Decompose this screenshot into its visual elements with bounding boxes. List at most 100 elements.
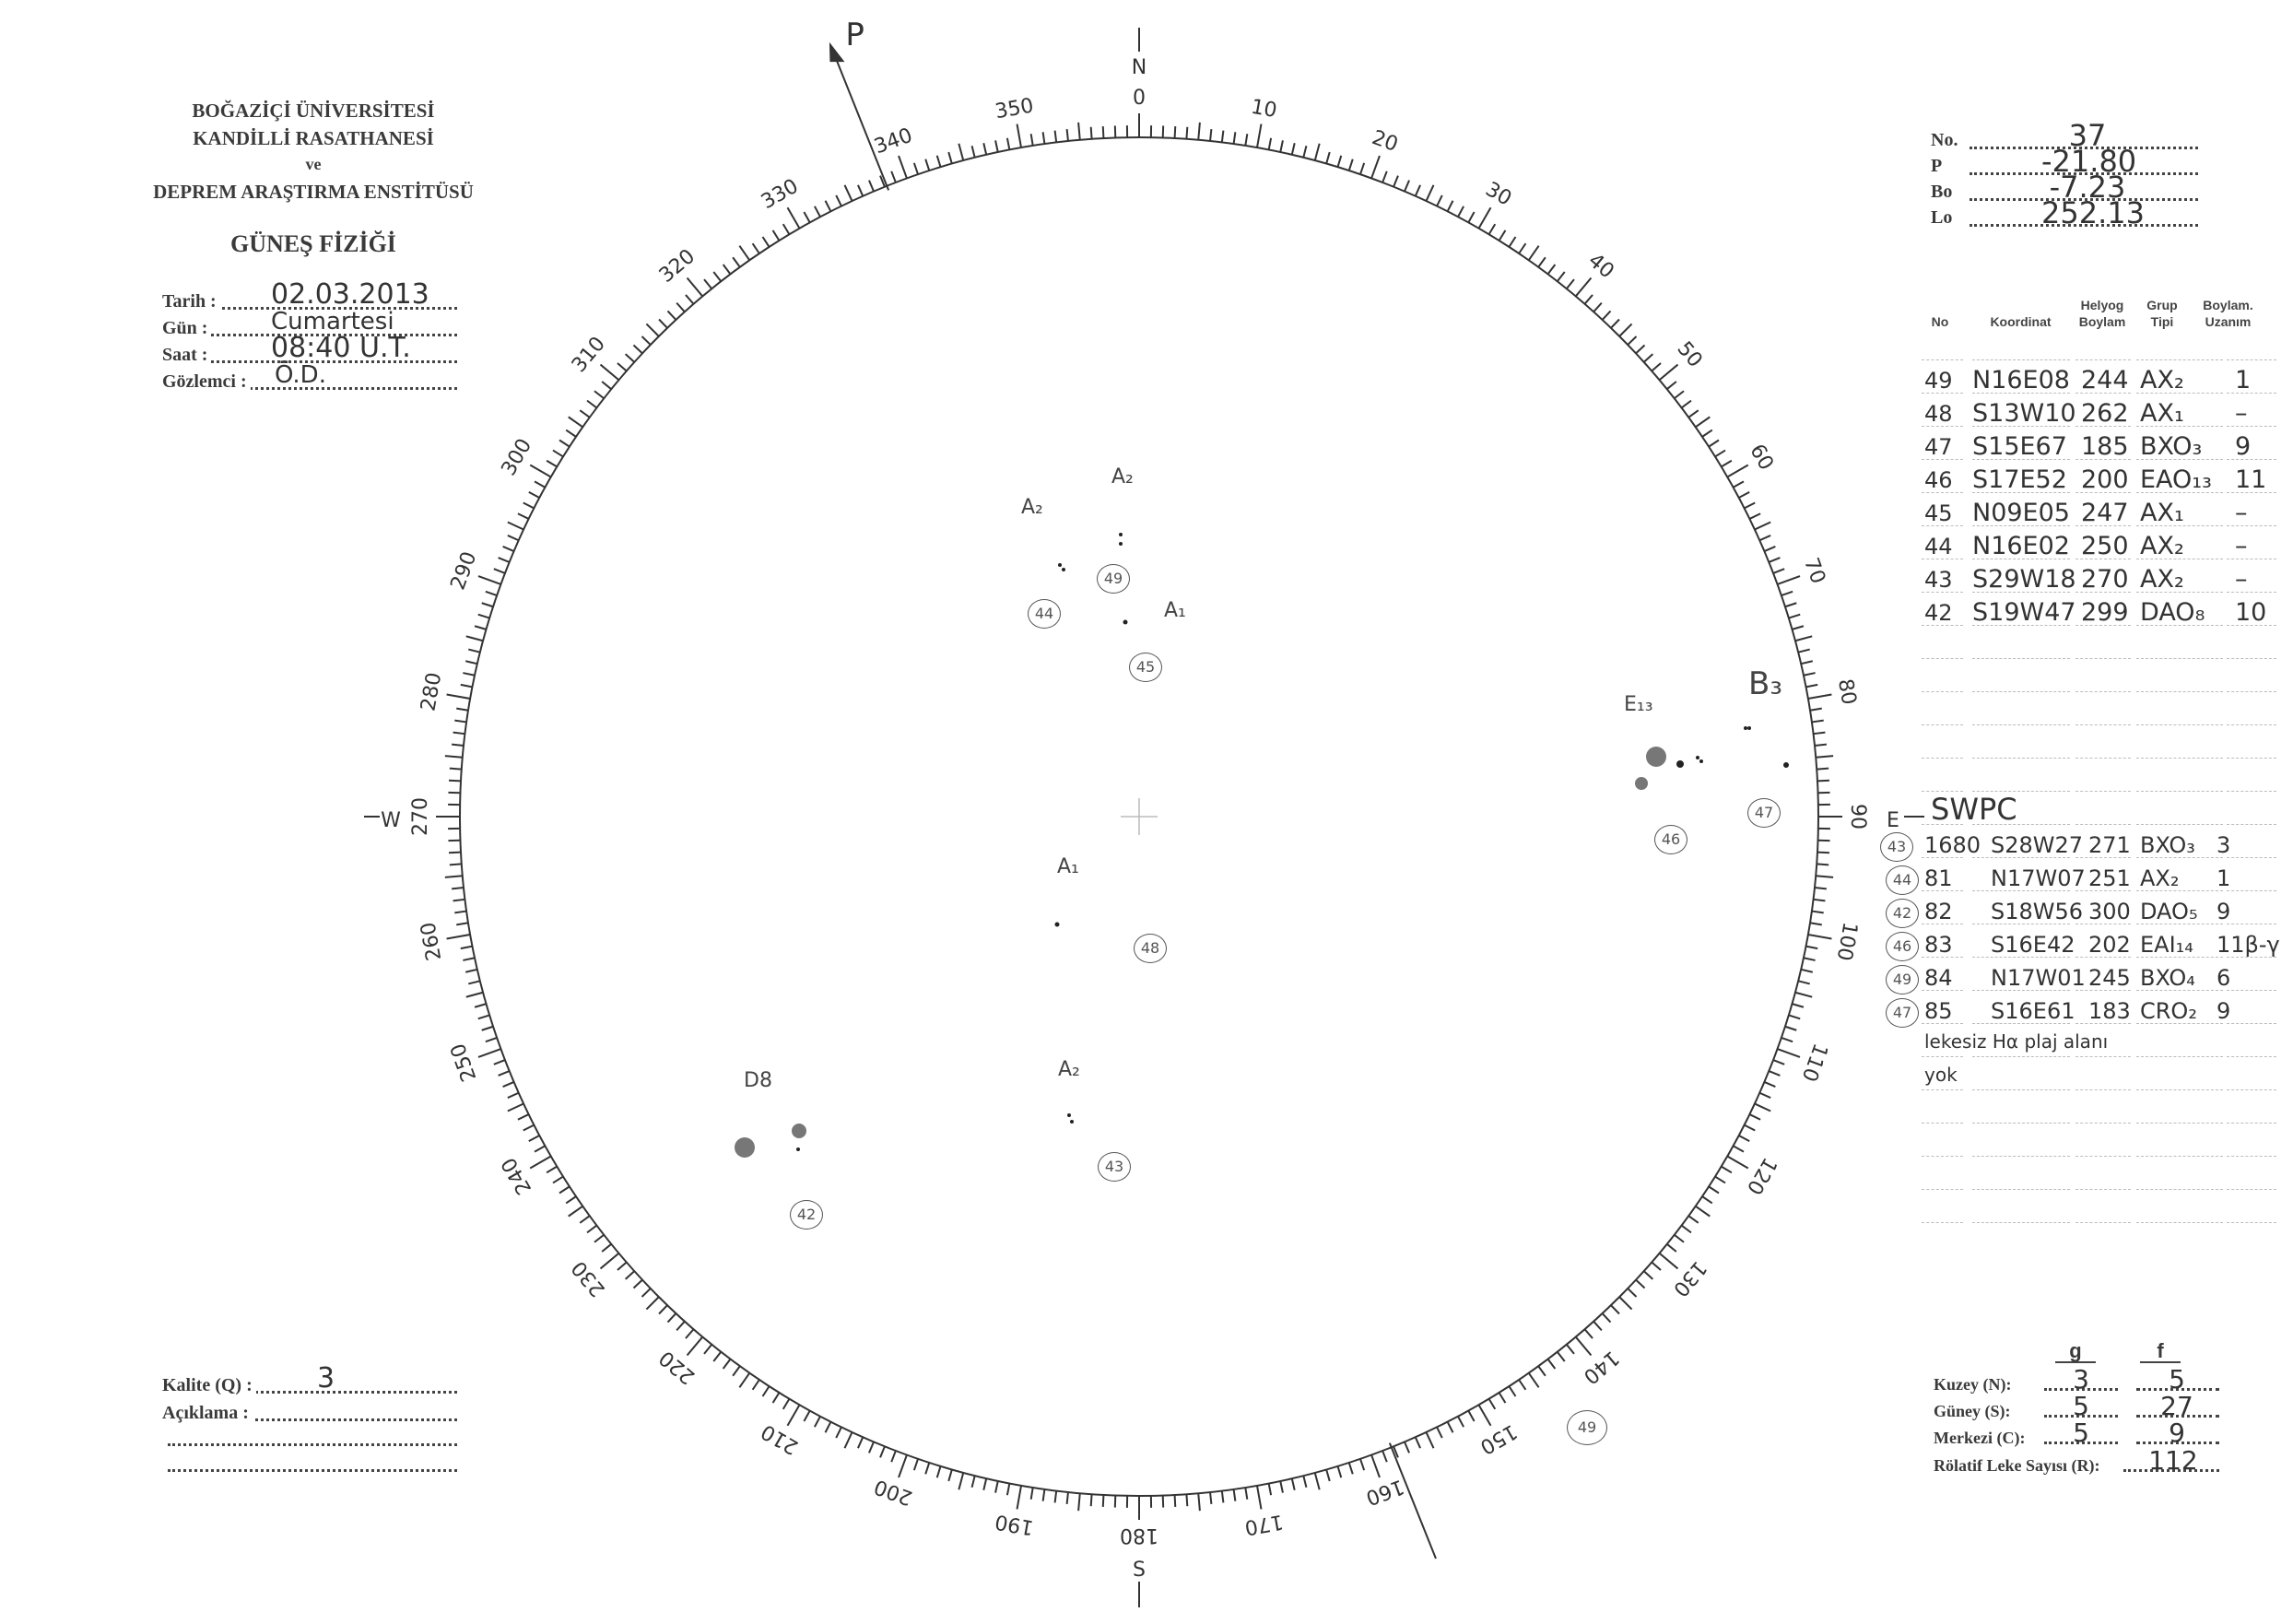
table-rule (2136, 625, 2223, 626)
table-rule (1922, 359, 1963, 360)
degree-tick (835, 1426, 842, 1439)
degree-tick (1566, 1344, 1575, 1355)
degree-tick (1077, 1493, 1081, 1512)
degree-tick (1627, 1288, 1638, 1298)
south-label: Güney (S): (1934, 1402, 2011, 1420)
degree-tick (1714, 1175, 1726, 1184)
sunspot (1646, 747, 1666, 767)
degree-tick (1583, 294, 1593, 305)
row-type: DAO₈ (2140, 598, 2205, 627)
group-ref-circle: 49 (1567, 1410, 1607, 1445)
degree-tick (879, 175, 886, 188)
degree-label: 260 (417, 921, 446, 963)
degree-label: 220 (655, 1346, 700, 1388)
cardinal-n: N (1132, 56, 1146, 79)
degree-tick (1768, 1070, 1781, 1077)
swpc-ext: 11β-γ (2217, 932, 2280, 958)
degree-tick (761, 1385, 770, 1397)
degree-label: 70 (1799, 555, 1829, 587)
table-rule (2075, 1089, 2131, 1090)
degree-tick (1680, 399, 1692, 409)
degree-tick (1016, 124, 1023, 148)
row-type: AX₁ (2140, 399, 2184, 428)
table-rule (1972, 359, 2070, 360)
degree-tick (474, 1003, 487, 1008)
degree-tick (528, 491, 540, 499)
degree-tick (1053, 130, 1058, 143)
institution-line-1: BOĞAZİÇİ ÜNİVERSİTESİ (192, 100, 435, 122)
swpc-ref-circle: 46 (1886, 932, 1919, 961)
degree-tick (1610, 318, 1620, 329)
degree-label: 30 (1481, 178, 1515, 211)
degree-tick (1701, 1195, 1713, 1205)
degree-label: 170 (1243, 1510, 1286, 1539)
degree-label: 90 (1846, 804, 1869, 830)
degree-tick (1708, 439, 1720, 448)
degree-tick (1817, 767, 1829, 771)
degree-tick (890, 171, 897, 183)
degree-tick (1279, 140, 1284, 153)
degree-tick (1781, 1036, 1793, 1043)
degree-tick (1065, 1491, 1069, 1504)
table-rule (2075, 525, 2131, 526)
row-no: 43 (1924, 567, 1953, 593)
table-rule (1922, 1189, 1963, 1190)
degree-tick (1797, 980, 1810, 985)
degree-tick (1800, 968, 1814, 973)
table-rule (2227, 791, 2276, 792)
f-header: f (2140, 1341, 2181, 1363)
degree-tick (624, 353, 635, 363)
row-lon: 247 (2081, 499, 2129, 527)
degree-tick (1687, 1215, 1699, 1224)
degree-tick (1498, 229, 1507, 241)
row-coord: S13W10 (1972, 399, 2076, 428)
table-rule (2136, 890, 2223, 891)
degree-tick (1393, 1445, 1399, 1458)
degree-tick (1764, 546, 1776, 552)
row-lon: 244 (2081, 366, 2129, 394)
degree-tick (1674, 1233, 1685, 1243)
degree-label: 190 (994, 1510, 1036, 1539)
degree-label: 120 (1742, 1153, 1781, 1198)
degree-tick (1574, 277, 1593, 298)
degree-tick (1370, 1454, 1381, 1478)
sunspot (1676, 760, 1684, 768)
degree-tick (1382, 1450, 1388, 1463)
degree-tick (1302, 1475, 1308, 1488)
swpc-type: EAI₁₄ (2140, 932, 2193, 958)
table-rule (2136, 724, 2223, 725)
degree-tick (1173, 1494, 1177, 1508)
table-rule (2136, 857, 2223, 858)
r-label: Rölatif Leke Sayısı (R): (1934, 1456, 2100, 1475)
degree-tick (1041, 1489, 1046, 1501)
table-rule (2136, 990, 2223, 991)
table-rule (2227, 525, 2276, 526)
degree-label: 350 (994, 94, 1036, 124)
swpc-no: 1680 (1924, 832, 1981, 858)
degree-tick (1089, 1494, 1093, 1507)
degree-tick (1537, 1365, 1546, 1377)
table-rule (2075, 957, 2131, 958)
degree-tick (1781, 590, 1793, 597)
table-rule (1922, 890, 1963, 891)
degree-tick (493, 568, 506, 574)
row-lon: 262 (2081, 399, 2129, 428)
table-rule (2227, 1123, 2276, 1124)
row-ext: – (2235, 565, 2248, 594)
degree-tick (814, 206, 821, 218)
degree-tick (507, 535, 520, 542)
degree-tick (464, 660, 478, 665)
degree-tick (814, 1416, 821, 1428)
degree-tick (1726, 464, 1749, 478)
north-f: 5 (2169, 1364, 2185, 1395)
table-rule (2136, 691, 2223, 692)
degree-tick (617, 362, 628, 372)
degree-tick (924, 1462, 931, 1475)
degree-tick (1788, 613, 1801, 619)
degree-tick (970, 1475, 976, 1488)
row-lon: 250 (2081, 532, 2129, 560)
degree-tick (463, 957, 476, 961)
degree-tick (1811, 910, 1824, 914)
degree-tick (1313, 143, 1321, 161)
sunspot (1696, 756, 1699, 759)
